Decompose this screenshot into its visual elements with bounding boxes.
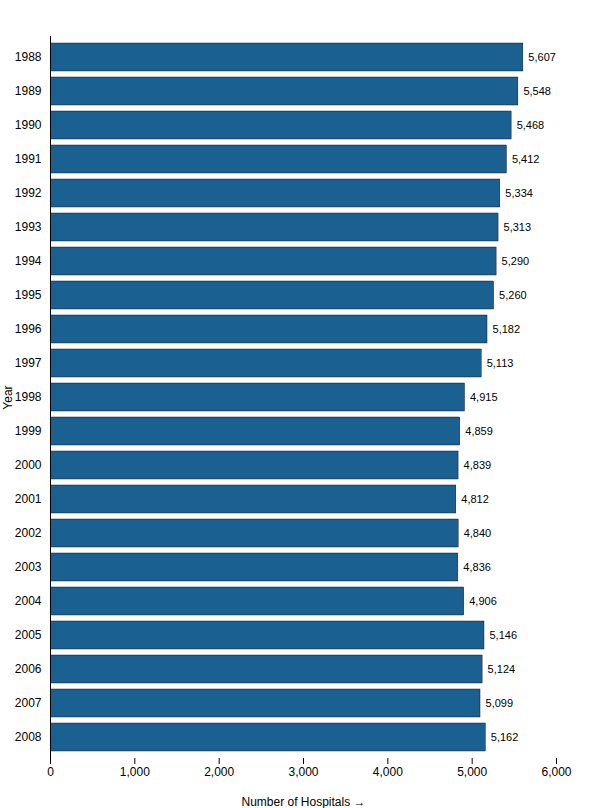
- svg-text:5,313: 5,313: [504, 221, 532, 233]
- svg-text:2,000: 2,000: [204, 765, 234, 779]
- svg-text:4,915: 4,915: [470, 391, 498, 403]
- svg-text:3,000: 3,000: [288, 765, 318, 779]
- svg-text:5,290: 5,290: [502, 255, 530, 267]
- svg-text:0: 0: [47, 765, 54, 779]
- svg-text:2000: 2000: [15, 458, 42, 472]
- svg-text:1990: 1990: [15, 118, 42, 132]
- svg-text:4,859: 4,859: [465, 425, 493, 437]
- svg-text:4,812: 4,812: [461, 493, 489, 505]
- svg-text:5,182: 5,182: [493, 323, 521, 335]
- svg-text:2008: 2008: [15, 730, 42, 744]
- svg-text:5,548: 5,548: [523, 85, 551, 97]
- svg-text:2003: 2003: [15, 560, 42, 574]
- svg-text:5,607: 5,607: [528, 51, 556, 63]
- svg-text:1988: 1988: [15, 50, 42, 64]
- svg-text:1993: 1993: [15, 220, 42, 234]
- svg-text:4,840: 4,840: [464, 527, 492, 539]
- svg-text:5,124: 5,124: [488, 663, 516, 675]
- svg-text:5,468: 5,468: [517, 119, 545, 131]
- svg-text:4,839: 4,839: [464, 459, 492, 471]
- svg-text:2005: 2005: [15, 628, 42, 642]
- svg-text:5,113: 5,113: [487, 357, 514, 369]
- svg-text:2007: 2007: [15, 696, 42, 710]
- svg-text:2004: 2004: [15, 594, 42, 608]
- svg-text:1991: 1991: [15, 152, 42, 166]
- svg-text:4,836: 4,836: [463, 561, 491, 573]
- svg-text:1997: 1997: [15, 356, 42, 370]
- svg-text:1994: 1994: [15, 254, 42, 268]
- svg-text:6,000: 6,000: [541, 765, 571, 779]
- svg-text:2006: 2006: [15, 662, 42, 676]
- svg-text:1996: 1996: [15, 322, 42, 336]
- svg-text:5,334: 5,334: [505, 187, 533, 199]
- svg-text:5,000: 5,000: [457, 765, 487, 779]
- svg-text:5,146: 5,146: [489, 629, 517, 641]
- svg-text:4,000: 4,000: [373, 765, 403, 779]
- svg-text:2001: 2001: [15, 492, 42, 506]
- svg-text:1992: 1992: [15, 186, 42, 200]
- svg-text:1,000: 1,000: [120, 765, 150, 779]
- svg-text:5,099: 5,099: [486, 697, 514, 709]
- svg-text:1998: 1998: [15, 390, 42, 404]
- svg-text:1995: 1995: [15, 288, 42, 302]
- svg-text:5,162: 5,162: [491, 731, 519, 743]
- svg-text:2002: 2002: [15, 526, 42, 540]
- svg-text:Year: Year: [1, 385, 15, 409]
- svg-text:1999: 1999: [15, 424, 42, 438]
- svg-text:5,260: 5,260: [499, 289, 527, 301]
- svg-text:Number of Hospitals →: Number of Hospitals →: [241, 795, 365, 808]
- svg-text:4,906: 4,906: [469, 595, 497, 607]
- svg-text:5,412: 5,412: [512, 153, 540, 165]
- svg-text:1989: 1989: [15, 84, 42, 98]
